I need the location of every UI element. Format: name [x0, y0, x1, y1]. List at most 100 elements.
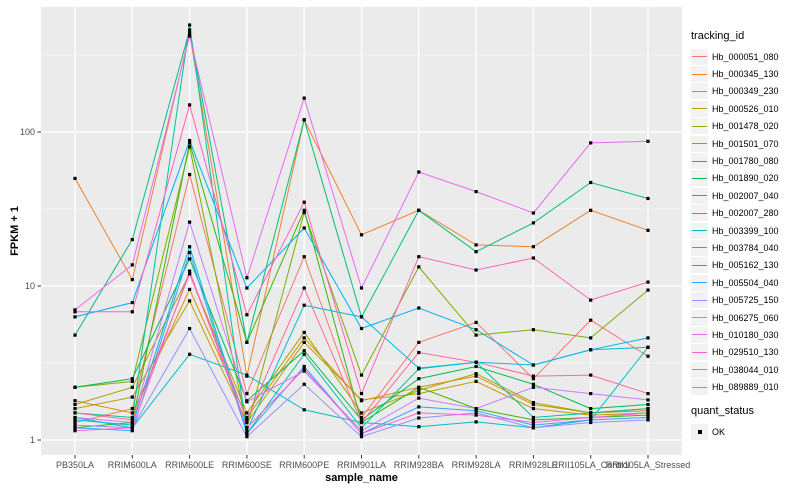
- data-point-marker: [130, 385, 134, 389]
- data-point-marker: [474, 374, 478, 378]
- data-point-marker: [474, 250, 478, 254]
- data-point-marker: [417, 340, 421, 344]
- legend-title-tracking-id: tracking_id: [691, 30, 745, 42]
- legend-title-quant-status: quant_status: [691, 404, 754, 417]
- legend-key-box: [691, 48, 708, 65]
- data-point-marker: [646, 411, 650, 415]
- data-point-marker: [531, 402, 535, 407]
- legend-key-box: [691, 344, 708, 361]
- series-color-line-icon: [692, 90, 707, 92]
- legend-entry: Hb_001780_080: [691, 152, 799, 170]
- data-point-marker: [130, 429, 134, 433]
- series-color-line-icon: [692, 125, 707, 127]
- data-point-marker: [359, 426, 364, 430]
- legend-key-box: [691, 274, 708, 291]
- data-point-marker: [302, 208, 306, 212]
- series-color-line-icon: [692, 195, 707, 197]
- data-point-marker: [188, 272, 192, 276]
- data-point-marker: [531, 328, 535, 332]
- data-point-marker: [417, 350, 421, 355]
- data-point-marker: [531, 377, 535, 381]
- legend-entry: Hb_005162_130: [691, 257, 799, 274]
- data-point-marker: [589, 141, 593, 145]
- data-point-marker: [646, 398, 650, 402]
- legend-entry-label: Hb_000349_230: [712, 86, 779, 97]
- data-point-marker: [245, 392, 249, 396]
- data-point-marker: [302, 200, 306, 204]
- legend-key-box: [691, 153, 708, 170]
- data-point-marker: [474, 268, 478, 272]
- series-color-line-icon: [692, 177, 707, 179]
- data-point-marker: [130, 238, 134, 242]
- series-color-line-icon: [692, 334, 707, 336]
- series-color-line-icon: [692, 56, 707, 58]
- data-point-marker: [589, 411, 593, 415]
- data-point-marker: [130, 418, 134, 422]
- data-point-marker: [646, 392, 650, 396]
- data-point-marker: [73, 415, 77, 420]
- data-point-marker: [245, 411, 249, 415]
- data-point-marker: [531, 374, 535, 378]
- data-point-marker: [302, 303, 306, 307]
- data-point-marker: [188, 172, 192, 177]
- data-point-marker: [531, 245, 535, 249]
- data-point-marker: [646, 345, 650, 349]
- legend-entry: Hb_010180_030: [691, 326, 799, 343]
- quant-status-legend: quant_status OK: [691, 405, 799, 440]
- legend-entry-label: Hb_005725_150: [712, 295, 779, 306]
- series-color-line-icon: [692, 386, 707, 388]
- x-tick-label: RRIM600PE: [279, 460, 329, 470]
- legend-entry: Hb_002007_040: [691, 187, 799, 204]
- series-color-line-icon: [692, 369, 707, 371]
- data-point-marker: [188, 103, 192, 107]
- data-point-marker: [646, 409, 650, 413]
- data-point-marker: [359, 432, 364, 436]
- legend-entry-label: Hb_005504_040: [712, 277, 779, 288]
- data-point-marker: [73, 429, 77, 433]
- legend-entry: Hb_006275_060: [691, 309, 799, 326]
- data-point-marker: [73, 385, 77, 389]
- legend-entry: Hb_000051_080: [691, 48, 799, 65]
- data-point-marker: [417, 366, 421, 370]
- legend-key-box: [691, 292, 708, 309]
- y-tick-label: 10: [25, 281, 35, 291]
- data-point-marker: [73, 426, 77, 430]
- y-tick-label: 100: [20, 127, 35, 137]
- data-point-marker: [474, 411, 478, 415]
- data-point-marker: [245, 420, 249, 425]
- data-point-marker: [245, 313, 249, 317]
- data-point-marker: [646, 402, 650, 407]
- legend-entry: Hb_029510_130: [691, 344, 799, 361]
- data-point-marker: [245, 400, 249, 404]
- legend-key-box: [691, 100, 708, 117]
- x-axis-title: sample_name: [325, 472, 398, 484]
- data-point-marker: [474, 360, 478, 364]
- legend-key-box: [691, 257, 708, 274]
- data-point-marker: [359, 326, 364, 331]
- legend-key-box: [691, 423, 708, 440]
- legend-entry: Hb_000349_230: [691, 83, 799, 100]
- data-point-marker: [188, 299, 192, 303]
- data-point-marker: [417, 388, 421, 392]
- data-point-marker: [302, 210, 306, 215]
- legend-entry-label: Hb_000526_010: [712, 103, 779, 114]
- data-point-marker: [589, 413, 593, 417]
- legend-entry: Hb_001890_020: [691, 170, 799, 187]
- square-marker-icon: [697, 429, 702, 434]
- legend-entry: Hb_000526_010: [691, 100, 799, 117]
- data-point-marker: [646, 407, 650, 411]
- series-color-line-icon: [692, 264, 707, 266]
- data-point-marker: [130, 301, 134, 305]
- data-point-marker: [589, 415, 593, 420]
- data-point-marker: [646, 280, 650, 284]
- data-point-marker: [474, 372, 478, 376]
- data-point-marker: [302, 286, 306, 290]
- legend-entry-label: Hb_002007_040: [712, 190, 779, 201]
- data-point-marker: [531, 407, 535, 411]
- data-point-marker: [589, 336, 593, 340]
- data-point-marker: [73, 310, 77, 314]
- data-point-marker: [73, 420, 77, 425]
- legend-key-box: [691, 83, 708, 100]
- data-point-marker: [188, 250, 192, 255]
